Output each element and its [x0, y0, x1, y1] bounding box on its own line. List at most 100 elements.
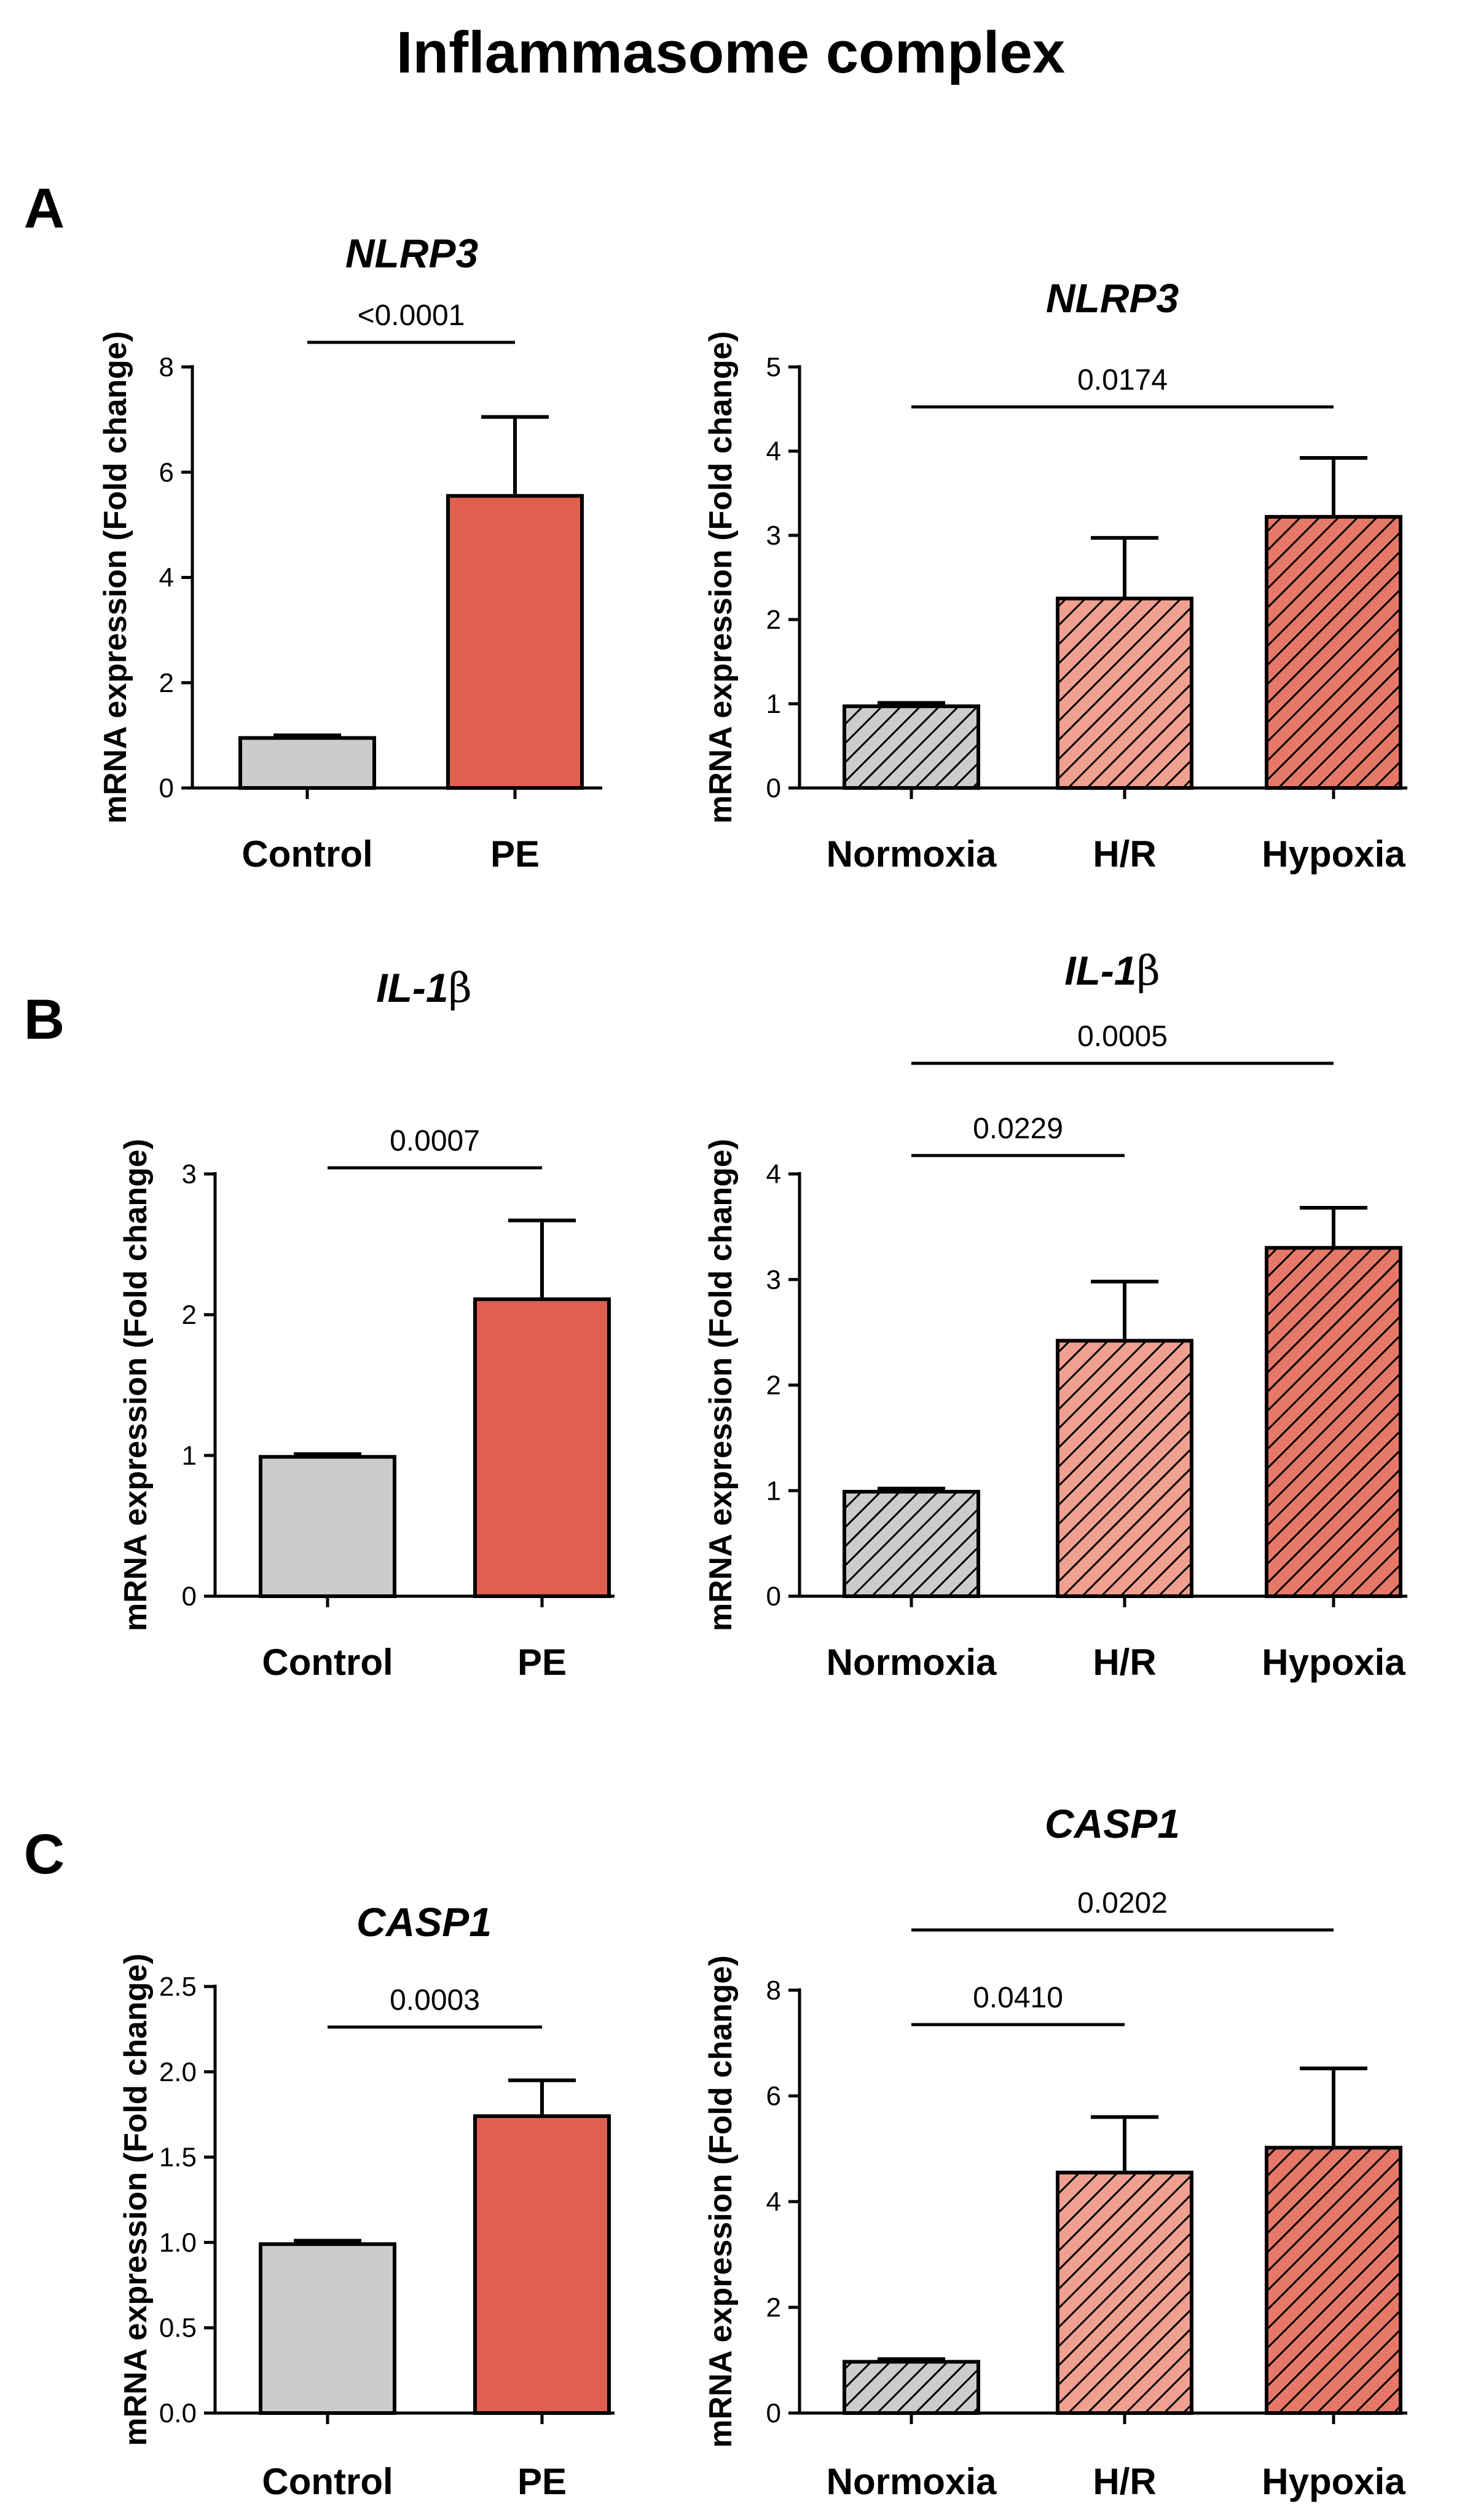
- chart-title-beta: β: [449, 964, 472, 1012]
- bar-hypoxia: [1265, 1246, 1402, 1598]
- bar-control: [259, 1455, 396, 1599]
- y-tick-label: 1.0: [159, 2227, 197, 2258]
- x-category-label-control: Control: [242, 833, 372, 875]
- bar-h-r: [1056, 596, 1193, 790]
- chart-title: IL-1β: [376, 964, 472, 1012]
- y-tick-label: 2: [159, 668, 174, 698]
- y-axis-label: mRNA expression (Fold change): [703, 1955, 739, 2447]
- bar-normoxia: [843, 704, 980, 790]
- p-value-label: 0.0174: [1077, 364, 1168, 396]
- bar-h-r: [1056, 1339, 1193, 1598]
- chart-title-beta: β: [1137, 947, 1160, 994]
- chart-title: CASP1: [356, 1899, 492, 1945]
- x-category-label-pe: PE: [490, 833, 540, 875]
- y-tick-label: 3: [766, 521, 781, 551]
- chart-title-text: IL-1: [1064, 948, 1136, 993]
- chart-title-text: CASP1: [1045, 1801, 1180, 1846]
- x-category-label-normoxia: Normoxia: [827, 1642, 997, 1683]
- bar-hypoxia: [1265, 514, 1402, 790]
- y-tick-label: 4: [159, 563, 174, 593]
- x-category-label-h-r: H/R: [1093, 2461, 1156, 2502]
- bar-pe: [446, 494, 584, 790]
- p-value-label: 0.0202: [1077, 1887, 1168, 1920]
- p-value-label: 0.0003: [390, 1984, 480, 2017]
- y-tick-label: 8: [766, 1975, 781, 2006]
- x-category-label-control: Control: [262, 1642, 393, 1683]
- y-tick-label: 2.0: [159, 2057, 197, 2087]
- y-tick-label: 0: [766, 773, 781, 803]
- p-value-label: <0.0001: [358, 299, 465, 332]
- chart-title-text: IL-1: [376, 965, 448, 1010]
- chart-a-right: NLRP3 mRNA expression (Fold change) 0 1 2 3 4 5…: [703, 275, 1407, 875]
- y-tick-label: 2.5: [159, 1972, 197, 2002]
- y-tick-label: 2: [766, 2293, 781, 2323]
- x-category-label-h-r: H/R: [1093, 833, 1156, 875]
- p-value-label: 0.0005: [1077, 1020, 1168, 1053]
- bar-normoxia: [843, 1489, 980, 1599]
- x-category-label-normoxia: Normoxia: [827, 2461, 997, 2502]
- y-tick-label: 2: [766, 605, 781, 635]
- panel-letter-b: B: [24, 988, 65, 1051]
- y-tick-label: 0.5: [159, 2313, 197, 2343]
- y-tick-label: 6: [766, 2081, 781, 2111]
- chart-title-text: CASP1: [356, 1899, 492, 1945]
- x-category-label-pe: PE: [517, 2461, 567, 2502]
- chart-title: NLRP3: [345, 230, 478, 276]
- bar-control: [259, 2242, 396, 2416]
- p-value-label: 0.0007: [390, 1125, 480, 1157]
- y-tick-label: 0: [159, 773, 174, 803]
- x-category-label-normoxia: Normoxia: [827, 833, 997, 875]
- y-tick-label: 6: [159, 457, 174, 487]
- chart-b-left: IL-1β mRNA expression (Fold change) 0 1 2 3 Co…: [118, 964, 615, 1683]
- y-tick-label: 3: [766, 1265, 781, 1295]
- y-tick-label: 1.5: [159, 2143, 197, 2173]
- x-category-label-pe: PE: [517, 1642, 567, 1683]
- y-tick-label: 4: [766, 1159, 781, 1189]
- y-tick-label: 1: [766, 689, 781, 719]
- y-tick-label: 2: [182, 1300, 197, 1330]
- y-tick-label: 0: [182, 1581, 197, 1612]
- bar-pe: [473, 2114, 611, 2416]
- p-value-label: 0.0410: [973, 1982, 1063, 2014]
- panel-letter-a: A: [24, 177, 65, 240]
- bar-h-r: [1056, 2170, 1193, 2415]
- chart-c-right: CASP1 mRNA expression (Fold change) 0 2 4 6 8 N…: [703, 1801, 1407, 2502]
- y-tick-label: 5: [766, 352, 781, 382]
- chart-c-left: CASP1 mRNA expression (Fold change) 0.0 0.5…: [118, 1899, 615, 2502]
- y-axis-label: mRNA expression (Fold change): [703, 1139, 739, 1631]
- y-tick-label: 4: [766, 2187, 781, 2217]
- x-category-label-hypoxia: Hypoxia: [1262, 1642, 1405, 1683]
- bar-normoxia: [843, 2360, 980, 2416]
- y-axis-label: mRNA expression (Fold change): [703, 331, 739, 824]
- p-value-label: 0.0229: [973, 1112, 1063, 1145]
- panel-letter-c: C: [24, 1823, 65, 1886]
- bar-pe: [473, 1297, 611, 1599]
- y-tick-label: 8: [159, 352, 174, 382]
- x-category-label-h-r: H/R: [1093, 1642, 1156, 1683]
- x-category-label-control: Control: [262, 2461, 393, 2502]
- chart-title-text: NLRP3: [345, 230, 478, 276]
- y-tick-label: 0: [766, 1581, 781, 1612]
- y-axis-label: mRNA expression (Fold change): [98, 331, 133, 824]
- y-axis-label: mRNA expression (Fold change): [118, 1953, 154, 2446]
- chart-title: IL-1β: [1064, 947, 1160, 994]
- chart-a-left: NLRP3 mRNA expression (Fold change) 0 2 4 6 8 C…: [98, 230, 602, 875]
- y-tick-label: 4: [766, 436, 781, 467]
- y-axis-label: mRNA expression (Fold change): [118, 1139, 154, 1631]
- figure-title: Inflammasome complex: [396, 20, 1065, 85]
- x-category-label-hypoxia: Hypoxia: [1262, 2461, 1405, 2502]
- y-tick-label: 1: [766, 1476, 781, 1506]
- y-tick-label: 3: [182, 1159, 197, 1189]
- y-tick-label: 1: [182, 1441, 197, 1471]
- chart-b-right: IL-1β mRNA expression (Fold change) 0 1 2 3 4 N…: [703, 947, 1407, 1683]
- y-tick-label: 0: [766, 2398, 781, 2428]
- bar-control: [238, 736, 376, 790]
- y-tick-label: 2: [766, 1371, 781, 1401]
- chart-title: CASP1: [1045, 1801, 1180, 1846]
- chart-title-text: NLRP3: [1046, 275, 1179, 321]
- bar-hypoxia: [1265, 2146, 1402, 2416]
- y-tick-label: 0.0: [159, 2398, 197, 2428]
- chart-title: NLRP3: [1046, 275, 1179, 321]
- x-category-label-hypoxia: Hypoxia: [1262, 833, 1405, 875]
